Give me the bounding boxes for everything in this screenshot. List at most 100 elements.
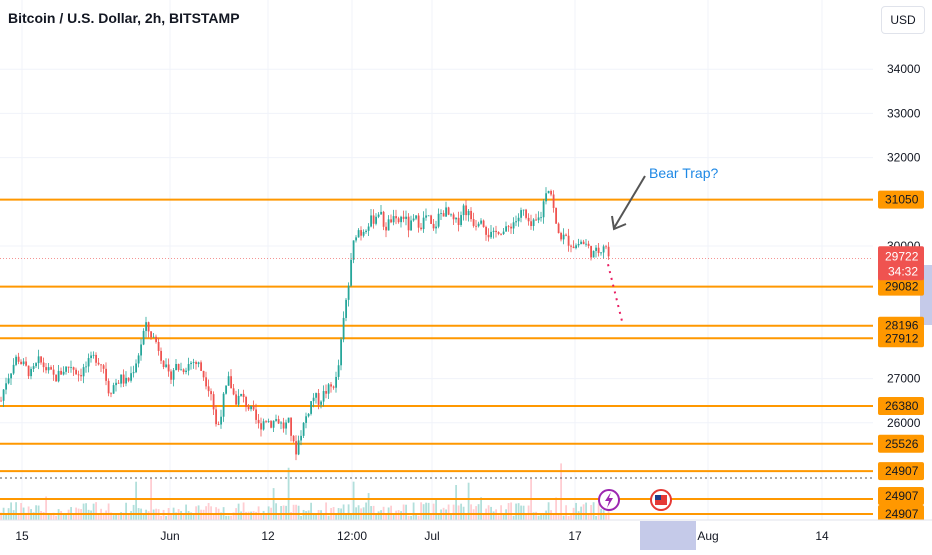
volume-bar	[385, 514, 387, 520]
volume-bar	[170, 515, 172, 520]
candle-body	[567, 235, 570, 246]
volume-bar	[142, 514, 145, 520]
price-tick-label: 32000	[887, 151, 921, 165]
candle-body	[465, 205, 467, 216]
price-axis[interactable]: 2600027000300003200033000340003105029082…	[874, 0, 932, 550]
candle-body	[425, 215, 427, 218]
candle-body	[117, 382, 120, 384]
candle-body	[355, 237, 357, 241]
volume-bar	[285, 505, 287, 520]
candle-body	[20, 361, 22, 365]
candle-body	[265, 421, 267, 423]
candle-body	[445, 207, 447, 217]
candle-body	[330, 384, 332, 387]
current-price-tag[interactable]	[878, 246, 924, 281]
volume-bar	[577, 511, 580, 520]
candle-body	[335, 376, 337, 388]
volume-bar	[567, 515, 570, 520]
volume-bar	[560, 463, 562, 520]
level-label-box[interactable]	[878, 434, 924, 453]
event-icons[interactable]	[598, 489, 672, 511]
candle-body	[600, 252, 602, 254]
volume-bar	[477, 504, 480, 520]
candle-body	[35, 363, 37, 367]
candle-body	[22, 361, 25, 365]
volume-bar	[537, 515, 540, 520]
volume-bar	[300, 515, 302, 520]
level-label: 28196	[885, 319, 919, 333]
candle-body	[560, 233, 562, 240]
volume-bar	[262, 510, 265, 520]
level-label-box[interactable]	[878, 190, 924, 209]
volume-bar	[305, 511, 307, 520]
volume-bar	[397, 510, 400, 520]
candle-body	[32, 366, 35, 369]
volume-bar	[597, 503, 600, 520]
candle-body	[532, 219, 535, 227]
level-label-box[interactable]	[878, 277, 924, 296]
volume-bar	[232, 512, 235, 520]
currency-button[interactable]: USD	[881, 6, 925, 34]
candle-body	[0, 400, 2, 402]
volume-bar	[65, 514, 67, 520]
candle-body	[577, 244, 580, 246]
volume-bar	[315, 515, 317, 520]
candle-body	[57, 370, 60, 382]
level-label-box[interactable]	[878, 505, 924, 523]
volume-bar	[405, 504, 407, 520]
candle-body	[442, 213, 445, 217]
volume-bar	[35, 505, 37, 520]
candle-body	[527, 217, 530, 222]
candle-body	[30, 368, 32, 377]
candle-body	[490, 231, 492, 238]
candle-body	[80, 375, 82, 377]
time-tick-label: Jul	[424, 529, 439, 543]
time-range-highlight	[640, 521, 696, 550]
level-label: 25526	[885, 437, 919, 451]
candle-body	[55, 374, 57, 382]
candle-body	[590, 245, 592, 258]
volume-bar	[402, 504, 405, 520]
candle-body	[67, 366, 70, 368]
annotation[interactable]: Bear Trap?	[611, 165, 718, 231]
level-label-box[interactable]	[878, 487, 924, 505]
volume-bar	[455, 484, 457, 520]
level-label-box[interactable]	[878, 329, 924, 348]
volume-bar	[320, 510, 322, 520]
candle-body	[422, 217, 425, 230]
volume-bar	[260, 514, 262, 520]
candle-body	[277, 419, 280, 424]
volume-bar	[367, 493, 370, 520]
candle-body	[435, 226, 437, 229]
volume-bar	[185, 504, 187, 520]
horizontal-levels[interactable]	[0, 198, 873, 515]
level-label: 27912	[885, 331, 919, 345]
volume-bar	[242, 502, 245, 520]
candle-body	[195, 362, 197, 365]
volume-bar	[335, 514, 337, 520]
price-tick-label: 27000	[887, 372, 921, 386]
annotation-text[interactable]: Bear Trap?	[649, 165, 718, 181]
candle-body	[207, 386, 210, 392]
level-label-box[interactable]	[878, 397, 924, 416]
volume-bar	[32, 512, 35, 520]
candle-body	[125, 377, 127, 384]
volume-bar	[470, 504, 472, 520]
candle-body	[107, 380, 110, 394]
volume-bar	[585, 502, 587, 520]
candle-body	[162, 360, 165, 367]
candle-body	[525, 209, 527, 218]
level-label-box[interactable]	[878, 462, 924, 481]
candle-body	[552, 194, 555, 208]
candle-body	[210, 391, 212, 395]
candle-body	[352, 240, 355, 260]
candle-body	[252, 405, 255, 410]
price-tick-label: 26000	[887, 416, 921, 430]
candle-body	[75, 369, 77, 375]
time-axis[interactable]: 15 Jun 12 12:00 Jul 17 Aug 14	[0, 519, 932, 550]
candle-body	[450, 214, 452, 216]
volume-bar	[97, 513, 100, 520]
candle-body	[120, 374, 122, 384]
